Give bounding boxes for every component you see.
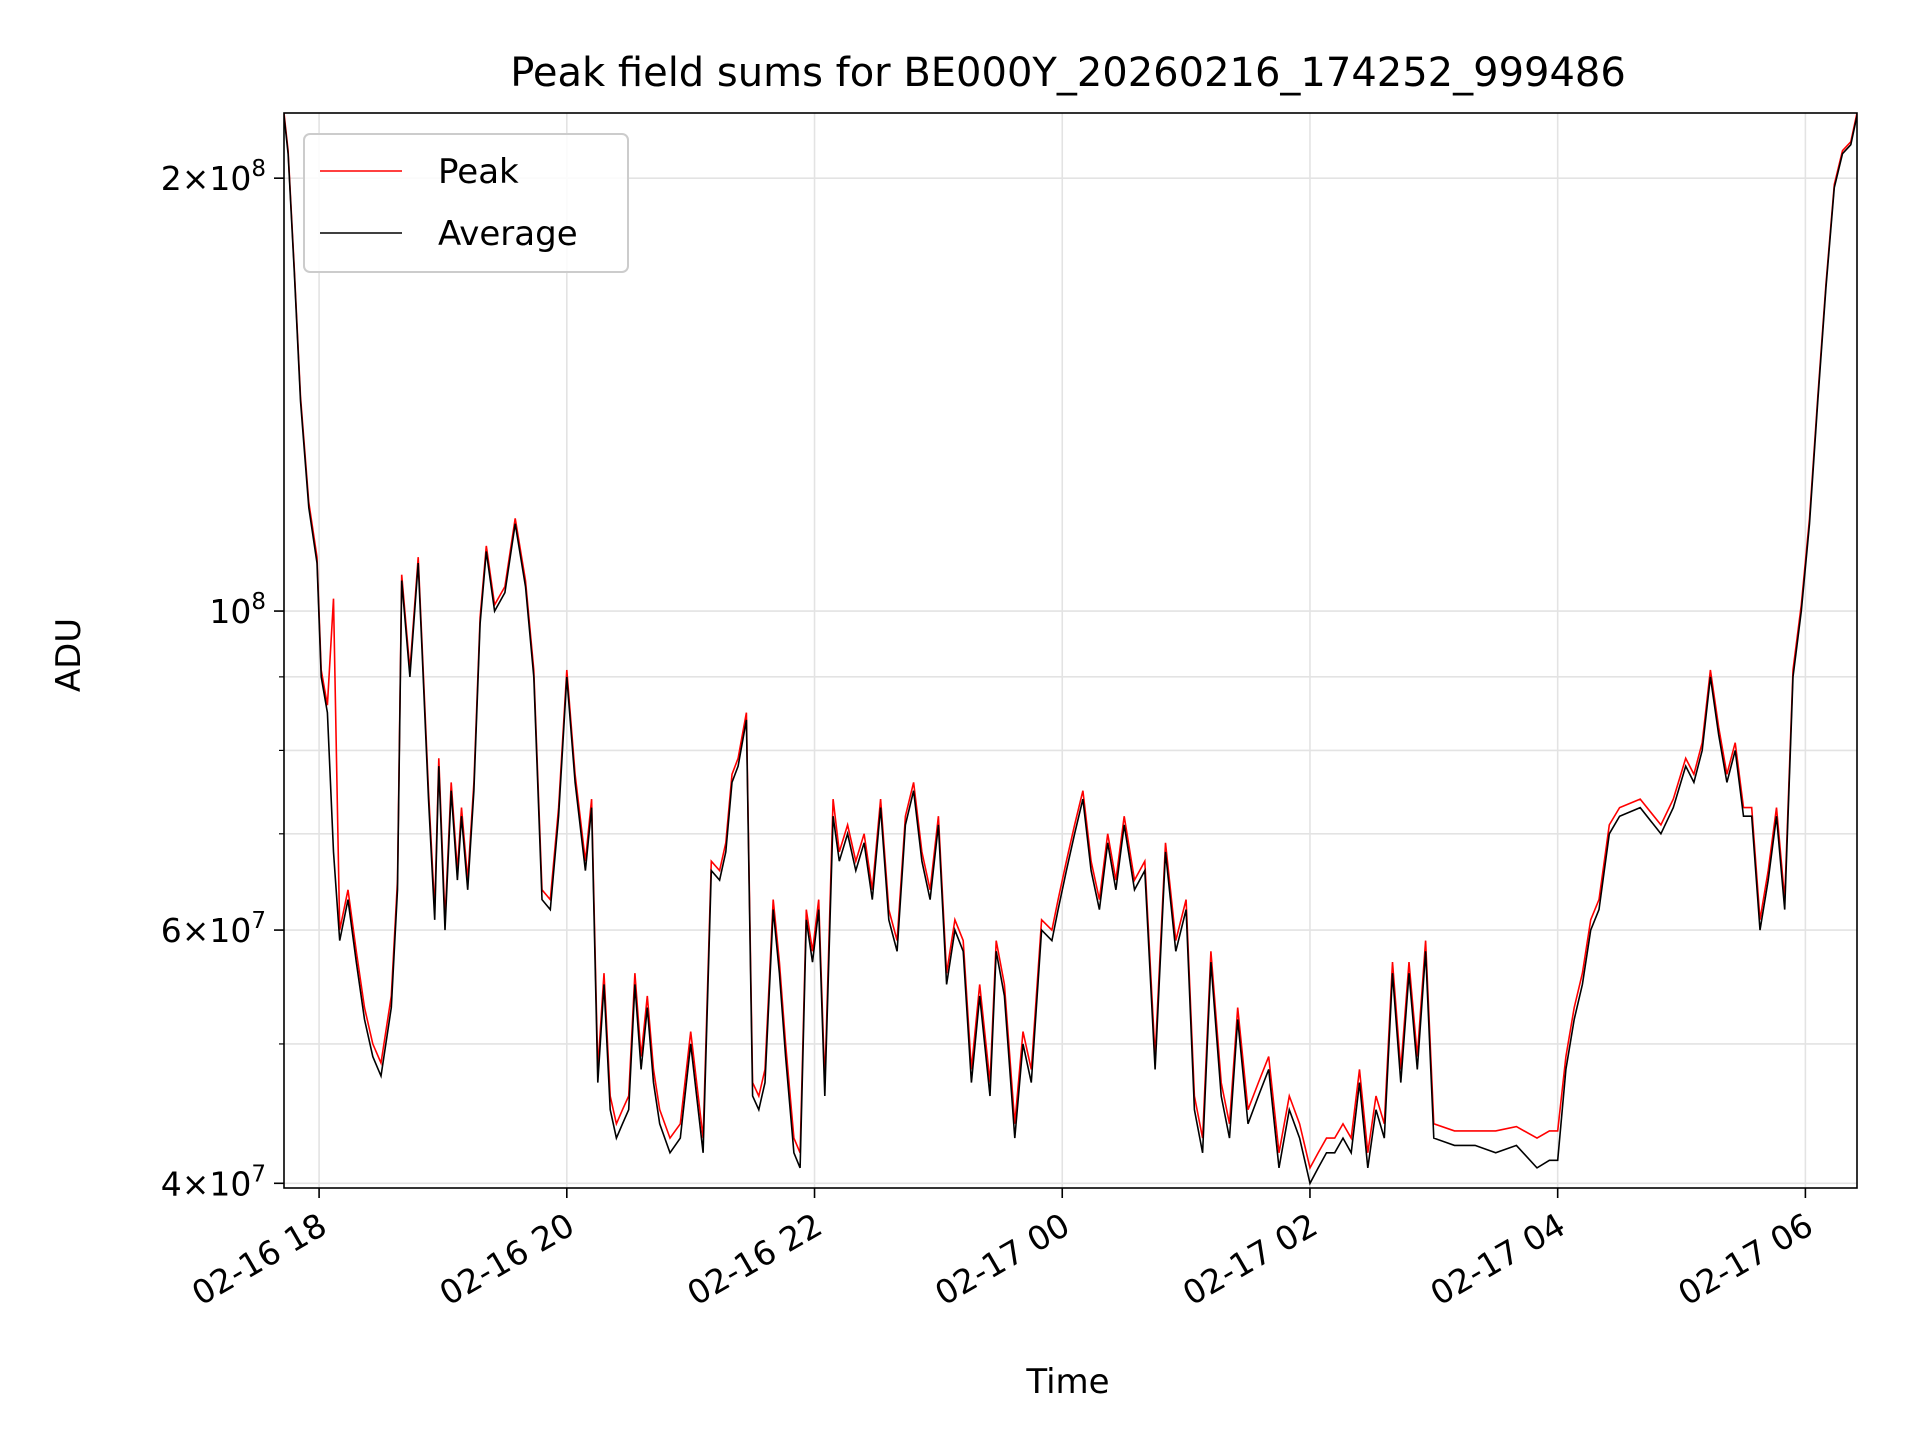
legend-label-average: Average [438,214,578,254]
y-tick-label: 108 [209,589,266,631]
chart-title: Peak field sums for BE000Y_20260216_1742… [510,50,1626,96]
grid [284,113,1857,1188]
series-lines [284,113,1857,1186]
series-line-average [284,115,1857,1186]
y-tick-label: 6×107 [161,908,266,950]
y-tick-label: 4×107 [161,1161,266,1203]
legend-box [303,133,629,273]
plot-frame [283,112,1858,1189]
x-axis-label: Time [1025,1362,1109,1402]
y-axis-label: ADU [49,618,89,692]
y-tick-label: 2×108 [161,156,266,198]
legend: Peak Average [303,133,629,273]
legend-label-peak: Peak [438,152,519,192]
